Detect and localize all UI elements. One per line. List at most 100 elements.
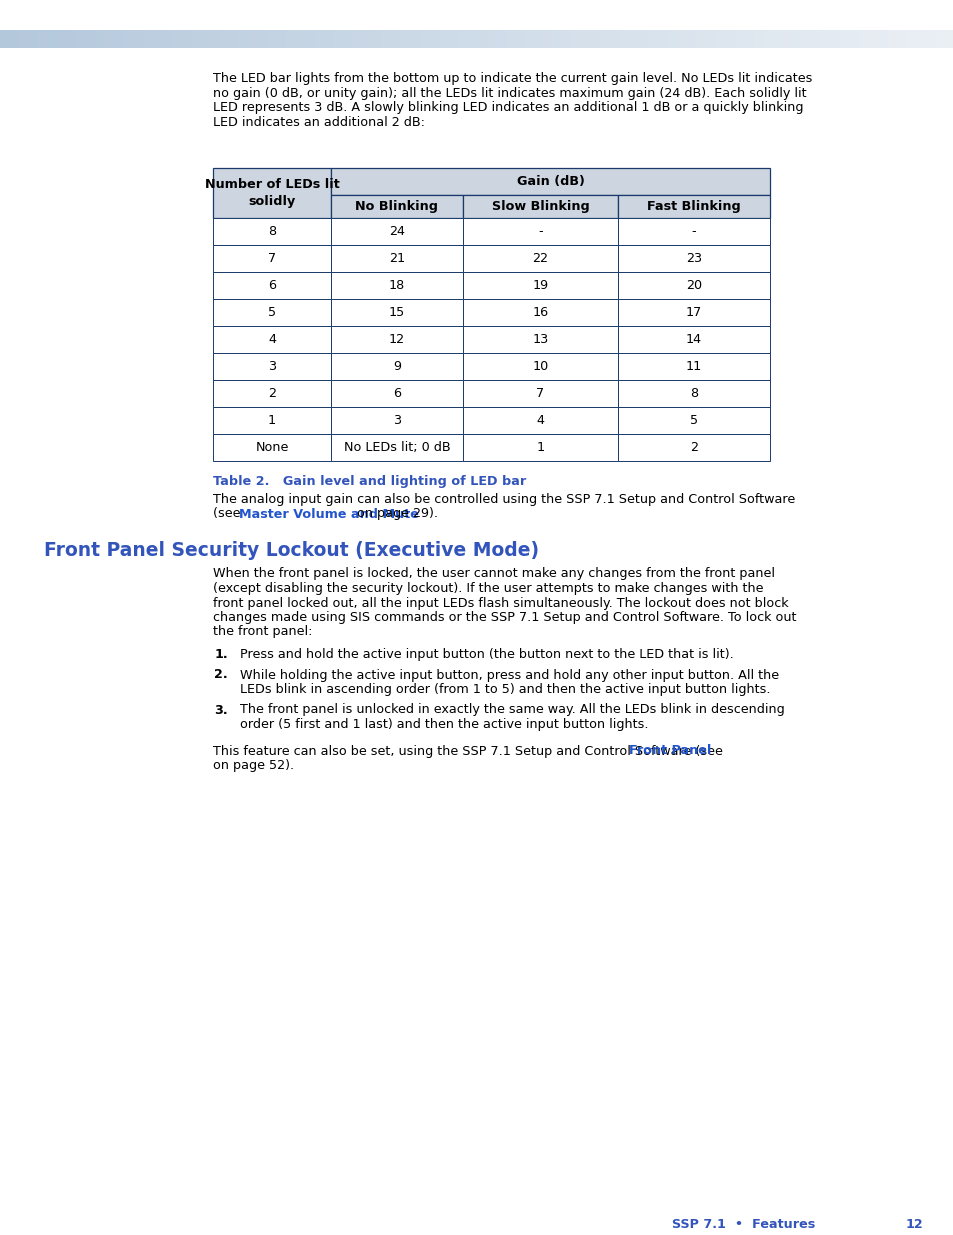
Bar xyxy=(677,30,686,48)
Bar xyxy=(848,30,858,48)
Text: -: - xyxy=(537,225,542,238)
Text: 23: 23 xyxy=(685,252,701,266)
Bar xyxy=(462,380,618,408)
Bar xyxy=(696,30,705,48)
Text: 1.: 1. xyxy=(214,648,228,661)
Text: 10: 10 xyxy=(532,359,548,373)
Bar xyxy=(29,30,38,48)
Bar xyxy=(820,30,829,48)
Bar xyxy=(462,408,618,433)
Bar xyxy=(772,30,781,48)
Bar xyxy=(229,30,238,48)
Bar xyxy=(618,195,769,219)
Bar xyxy=(438,30,448,48)
Bar xyxy=(238,30,248,48)
Bar xyxy=(924,30,934,48)
Bar xyxy=(724,30,734,48)
Bar xyxy=(905,30,915,48)
Bar xyxy=(462,195,618,219)
Text: 6: 6 xyxy=(393,387,400,400)
Text: 3: 3 xyxy=(268,359,275,373)
Bar xyxy=(591,30,600,48)
Text: When the front panel is locked, the user cannot make any changes from the front : When the front panel is locked, the user… xyxy=(213,568,774,580)
Bar xyxy=(943,30,953,48)
Bar xyxy=(648,30,658,48)
Bar xyxy=(331,433,462,461)
Text: no gain (0 dB, or unity gain); all the LEDs lit indicates maximum gain (24 dB). : no gain (0 dB, or unity gain); all the L… xyxy=(213,86,806,100)
Text: Front Panel: Front Panel xyxy=(628,745,711,757)
Text: The LED bar lights from the bottom up to indicate the current gain level. No LED: The LED bar lights from the bottom up to… xyxy=(213,72,812,85)
Bar xyxy=(248,30,257,48)
Bar xyxy=(105,30,114,48)
Bar xyxy=(114,30,124,48)
Text: 18: 18 xyxy=(389,279,405,291)
Text: 14: 14 xyxy=(685,333,701,346)
Bar xyxy=(457,30,467,48)
Bar xyxy=(213,408,331,433)
Text: 16: 16 xyxy=(532,306,548,319)
Bar xyxy=(76,30,86,48)
Bar xyxy=(0,30,10,48)
Bar xyxy=(95,30,105,48)
Bar xyxy=(213,168,331,219)
Bar xyxy=(572,30,581,48)
Bar xyxy=(839,30,848,48)
Text: 2: 2 xyxy=(689,441,698,454)
Text: Press and hold the active input button (the button next to the LED that is lit).: Press and hold the active input button (… xyxy=(240,648,733,661)
Bar xyxy=(381,30,391,48)
Bar xyxy=(762,30,772,48)
Text: on page 29).: on page 29). xyxy=(353,508,438,520)
Bar xyxy=(753,30,762,48)
Text: Table 2.   Gain level and lighting of LED bar: Table 2. Gain level and lighting of LED … xyxy=(213,475,526,488)
Bar xyxy=(534,30,543,48)
Bar xyxy=(562,30,572,48)
Bar xyxy=(781,30,791,48)
Bar xyxy=(38,30,48,48)
Bar xyxy=(618,326,769,353)
Text: 20: 20 xyxy=(685,279,701,291)
Text: order (5 first and 1 last) and then the active input button lights.: order (5 first and 1 last) and then the … xyxy=(240,718,648,731)
Bar xyxy=(486,30,496,48)
Bar xyxy=(618,408,769,433)
Bar xyxy=(639,30,648,48)
Bar xyxy=(286,30,295,48)
Bar xyxy=(915,30,924,48)
Text: Front Panel Security Lockout (Executive Mode): Front Panel Security Lockout (Executive … xyxy=(44,541,538,561)
Text: 7: 7 xyxy=(268,252,275,266)
Text: 6: 6 xyxy=(268,279,275,291)
Bar xyxy=(791,30,801,48)
Text: on page 52).: on page 52). xyxy=(213,760,294,772)
Bar xyxy=(133,30,143,48)
Bar xyxy=(213,245,331,272)
Bar xyxy=(331,408,462,433)
Text: Number of LEDs lit
solidly: Number of LEDs lit solidly xyxy=(204,178,339,207)
Bar xyxy=(581,30,591,48)
Text: 19: 19 xyxy=(532,279,548,291)
Text: 5: 5 xyxy=(268,306,275,319)
Bar xyxy=(331,245,462,272)
Bar xyxy=(619,30,629,48)
Bar xyxy=(143,30,152,48)
Bar xyxy=(191,30,200,48)
Bar xyxy=(213,272,331,299)
Bar xyxy=(331,195,462,219)
Bar xyxy=(331,380,462,408)
Text: 1: 1 xyxy=(536,441,544,454)
Bar xyxy=(162,30,172,48)
Text: The front panel is unlocked in exactly the same way. All the LEDs blink in desce: The front panel is unlocked in exactly t… xyxy=(240,704,784,716)
Bar xyxy=(213,380,331,408)
Bar xyxy=(276,30,286,48)
Text: the front panel:: the front panel: xyxy=(213,625,313,638)
Bar xyxy=(476,30,486,48)
Bar xyxy=(618,245,769,272)
Bar xyxy=(462,353,618,380)
Text: LED indicates an additional 2 dB:: LED indicates an additional 2 dB: xyxy=(213,116,424,128)
Bar xyxy=(858,30,867,48)
Text: 15: 15 xyxy=(389,306,405,319)
Text: The analog input gain can also be controlled using the SSP 7.1 Setup and Control: The analog input gain can also be contro… xyxy=(213,493,795,506)
Text: 21: 21 xyxy=(389,252,405,266)
Bar xyxy=(267,30,276,48)
Bar xyxy=(10,30,19,48)
Bar xyxy=(86,30,95,48)
Text: 22: 22 xyxy=(532,252,548,266)
